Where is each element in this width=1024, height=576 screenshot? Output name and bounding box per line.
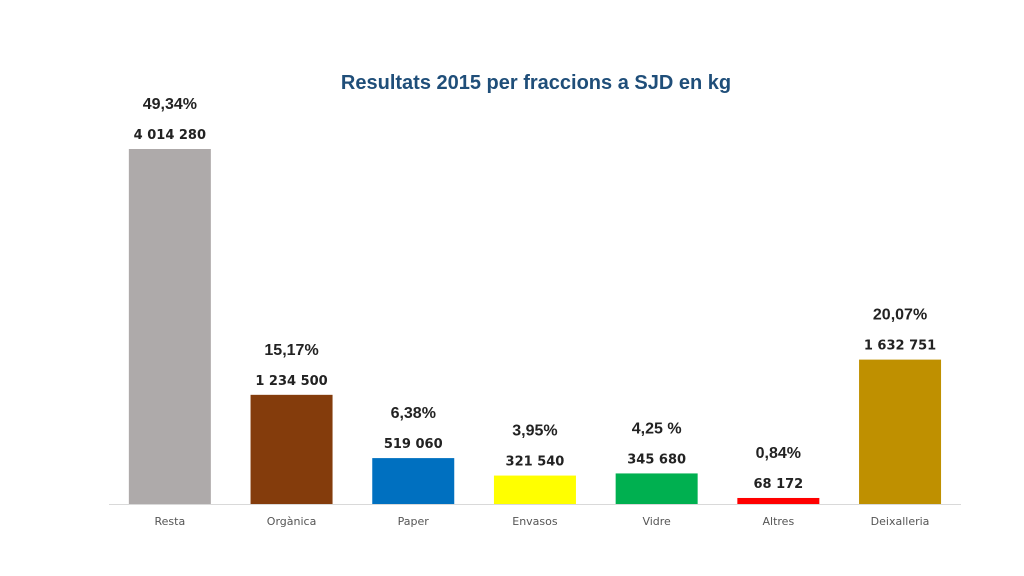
percent-label-5: 0,84%: [756, 445, 801, 462]
value-label-1: 1 234 500: [255, 374, 327, 389]
percent-label-1: 15,17%: [264, 342, 318, 359]
value-label-0: 4 014 280: [134, 128, 206, 143]
bar-6: [859, 359, 942, 504]
bar-5: [737, 497, 820, 504]
category-label-1: Orgànica: [267, 515, 317, 528]
percent-label-6: 20,07%: [873, 307, 927, 324]
percent-label-3: 3,95%: [512, 423, 557, 440]
chart-title: Resultats 2015 per fraccions a SJD en kg: [341, 72, 731, 94]
category-label-6: Deixalleria: [871, 515, 930, 528]
category-label-2: Paper: [398, 515, 430, 528]
category-label-0: Resta: [154, 515, 185, 528]
percent-label-4: 4,25 %: [632, 420, 682, 437]
bar-4: [615, 473, 698, 504]
bar-0: [128, 149, 211, 504]
plot-area: 4 014 280 49,34% Resta 1 234 500 15,17% Orgàn…: [109, 96, 961, 528]
bar-2: [372, 458, 455, 504]
percent-label-0: 49,34%: [143, 96, 197, 113]
bar-3: [493, 475, 576, 504]
value-label-4: 345 680: [627, 452, 686, 467]
category-label-5: Altres: [763, 515, 795, 528]
bar-1: [250, 394, 333, 504]
value-label-6: 1 632 751: [864, 339, 936, 354]
value-label-2: 519 060: [384, 437, 443, 452]
value-label-3: 321 540: [506, 455, 565, 470]
percent-label-2: 6,38%: [391, 405, 436, 422]
value-label-5: 68 172: [753, 477, 803, 492]
category-label-4: Vidre: [642, 515, 671, 528]
category-label-3: Envasos: [512, 515, 558, 528]
